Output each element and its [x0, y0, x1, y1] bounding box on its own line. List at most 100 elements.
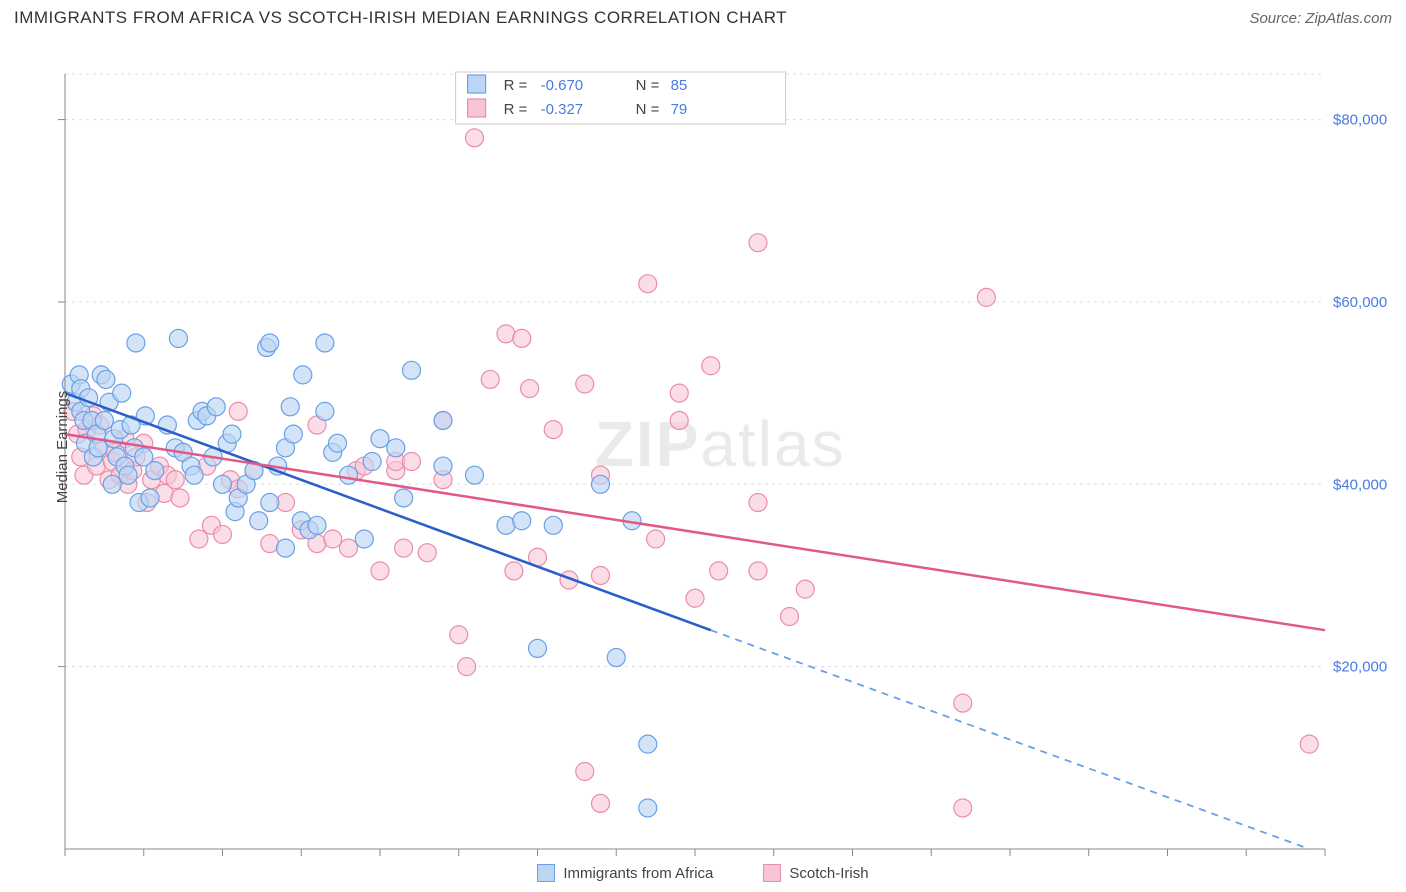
data-point	[316, 402, 334, 420]
data-point	[749, 562, 767, 580]
data-point	[749, 494, 767, 512]
data-point	[702, 357, 720, 375]
data-point	[207, 398, 225, 416]
legend-n-value: 85	[671, 77, 688, 94]
data-point	[250, 512, 268, 530]
data-point	[141, 489, 159, 507]
data-point	[308, 516, 326, 534]
data-point	[340, 466, 358, 484]
data-point	[355, 530, 373, 548]
data-point	[190, 530, 208, 548]
y-tick-label: $60,000	[1333, 294, 1387, 311]
data-point	[434, 457, 452, 475]
legend-item: Immigrants from Africa	[537, 864, 713, 882]
data-point	[710, 562, 728, 580]
data-point	[371, 430, 389, 448]
legend-swatch	[763, 864, 781, 882]
chart-container: Median Earnings ZIPatlas $20,000 $40,000 $6…	[10, 32, 1396, 862]
data-point	[403, 453, 421, 471]
data-point	[529, 639, 547, 657]
legend-r-label: R =	[504, 77, 528, 94]
data-point	[387, 439, 405, 457]
legend-r-value: -0.327	[541, 101, 584, 118]
data-point	[284, 425, 302, 443]
data-point	[328, 434, 346, 452]
data-point	[781, 608, 799, 626]
legend-label: Scotch-Irish	[789, 865, 868, 882]
data-point	[214, 475, 232, 493]
data-point	[639, 799, 657, 817]
data-point	[497, 516, 515, 534]
data-point	[261, 535, 279, 553]
data-point	[214, 525, 232, 543]
data-point	[97, 370, 115, 388]
data-point	[185, 466, 203, 484]
y-tick-label: $20,000	[1333, 659, 1387, 676]
chart-source: Source: ZipAtlas.com	[1249, 10, 1392, 27]
y-tick-label: $80,000	[1333, 112, 1387, 129]
data-point	[223, 425, 241, 443]
data-point	[95, 411, 113, 429]
legend-r-value: -0.670	[541, 77, 584, 94]
legend-swatch	[468, 75, 486, 93]
data-point	[324, 530, 342, 548]
legend-r-label: R =	[504, 101, 528, 118]
data-point	[639, 275, 657, 293]
data-point	[1300, 735, 1318, 753]
chart-title: IMMIGRANTS FROM AFRICA VS SCOTCH-IRISH M…	[14, 8, 787, 28]
legend-swatch	[468, 99, 486, 117]
y-tick-label: $40,000	[1333, 476, 1387, 493]
data-point	[513, 512, 531, 530]
data-point	[647, 530, 665, 548]
data-point	[395, 489, 413, 507]
legend-n-label: N =	[636, 101, 660, 118]
data-point	[169, 329, 187, 347]
data-point	[418, 544, 436, 562]
x-tick-label: 80.0%	[1282, 860, 1325, 862]
data-point	[954, 799, 972, 817]
watermark: ZIPatlas	[595, 408, 846, 480]
data-point	[670, 384, 688, 402]
data-point	[171, 489, 189, 507]
data-point	[686, 589, 704, 607]
data-point	[544, 516, 562, 534]
legend-n-value: 79	[671, 101, 688, 118]
data-point	[670, 411, 688, 429]
data-point	[977, 288, 995, 306]
y-axis-label: Median Earnings	[54, 391, 71, 504]
data-point	[576, 763, 594, 781]
data-point	[113, 384, 131, 402]
data-point	[146, 462, 164, 480]
legend-label: Immigrants from Africa	[563, 865, 713, 882]
data-point	[576, 375, 594, 393]
data-point	[395, 539, 413, 557]
data-point	[749, 234, 767, 252]
data-point	[103, 475, 121, 493]
x-tick-label: 0.0%	[65, 860, 99, 862]
data-point	[450, 626, 468, 644]
data-point	[481, 370, 499, 388]
data-point	[497, 325, 515, 343]
data-point	[371, 562, 389, 580]
data-point	[434, 411, 452, 429]
chart-header: IMMIGRANTS FROM AFRICA VS SCOTCH-IRISH M…	[0, 0, 1406, 32]
data-point	[261, 334, 279, 352]
data-point	[229, 402, 247, 420]
trend-line-extrapolation	[711, 630, 1310, 849]
data-point	[403, 361, 421, 379]
data-point	[639, 735, 657, 753]
data-point	[592, 566, 610, 584]
data-point	[294, 366, 312, 384]
data-point	[513, 329, 531, 347]
data-point	[466, 129, 484, 147]
data-point	[954, 694, 972, 712]
data-point	[127, 334, 145, 352]
data-point	[466, 466, 484, 484]
data-point	[261, 494, 279, 512]
legend-item: Scotch-Irish	[763, 864, 868, 882]
data-point	[277, 539, 295, 557]
data-point	[281, 398, 299, 416]
data-point	[458, 658, 476, 676]
data-point	[607, 649, 625, 667]
data-point	[796, 580, 814, 598]
